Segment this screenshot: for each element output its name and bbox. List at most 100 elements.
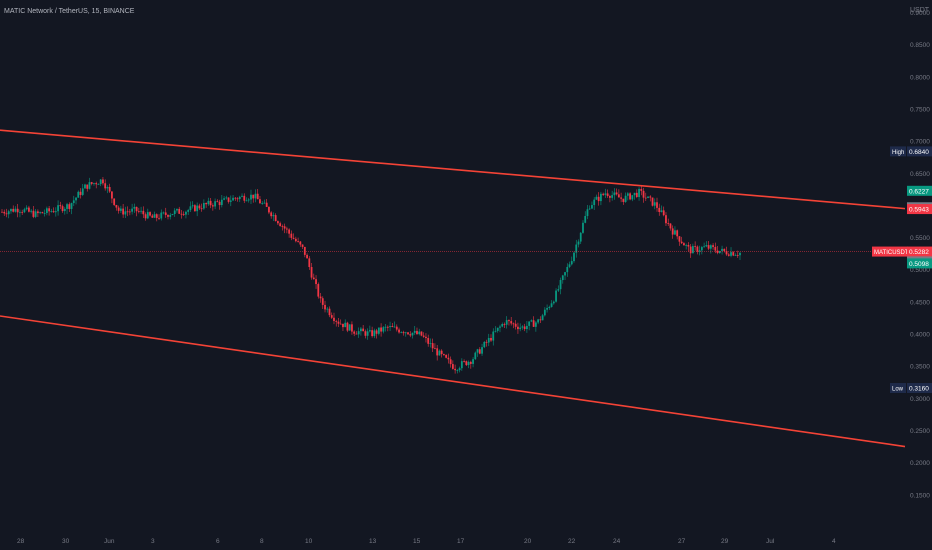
candle-body	[660, 210, 663, 213]
candle-body	[649, 196, 652, 198]
candle-body	[398, 329, 400, 333]
candle-body	[512, 323, 515, 325]
price-axis[interactable]: 0.90000.85000.80000.75000.70000.65000.60…	[910, 10, 930, 499]
x-tick-label: 22	[568, 538, 576, 545]
candle-body	[353, 331, 356, 334]
candle-body	[32, 210, 35, 217]
candle-body	[501, 324, 504, 327]
candle-body	[727, 254, 730, 256]
candle-body	[456, 370, 459, 371]
candle-body	[730, 252, 732, 256]
candle-body	[449, 359, 452, 365]
candle-body	[63, 208, 66, 212]
x-tick-label: 17	[457, 538, 465, 545]
candle-body	[95, 183, 98, 185]
candle-body	[310, 267, 313, 278]
price-badge-value: 0.5098	[909, 261, 929, 268]
time-axis[interactable]: 28 30 Jun 3 6 8 10 13 15 17 20 22 24 27 29 Jul 4	[17, 538, 836, 545]
candle-body	[66, 204, 68, 209]
candle-body	[739, 252, 741, 256]
candle-body	[319, 296, 322, 299]
candle-body	[259, 199, 261, 204]
chart-title: MATIC Network / TetherUS, 15, BINANCE	[4, 8, 135, 15]
candle-body	[131, 208, 134, 212]
candle-body	[429, 343, 432, 344]
candle-body	[510, 321, 513, 324]
candle-body	[43, 212, 46, 214]
candle-body	[402, 332, 405, 334]
candle-body	[297, 241, 299, 242]
candle-body	[384, 326, 387, 328]
high-value-badge	[907, 146, 932, 157]
candle-body	[532, 320, 535, 327]
candle-body	[443, 354, 445, 355]
candle-body	[474, 352, 477, 360]
candle-body	[274, 215, 277, 222]
low-value: 0.3160	[909, 386, 929, 393]
y-tick-label: 0.2500	[910, 428, 930, 435]
candle-body	[651, 197, 654, 206]
candle-body	[382, 327, 385, 332]
candle-body	[126, 211, 129, 213]
candle-body	[247, 199, 250, 201]
candle-body	[265, 202, 268, 207]
candle-body	[445, 354, 448, 358]
x-tick-label: 29	[721, 538, 729, 545]
candle-body	[487, 337, 490, 343]
candle-body	[555, 290, 557, 302]
candle-body	[187, 210, 190, 212]
candle-body	[196, 205, 199, 212]
candle-body	[662, 210, 665, 216]
low-badge	[890, 383, 906, 394]
candle-body	[573, 252, 575, 262]
candle-body	[285, 228, 288, 230]
candle-body	[523, 326, 526, 330]
candle-body	[725, 251, 728, 255]
candle-body	[321, 298, 324, 305]
candle-body	[173, 210, 176, 215]
candle-body	[324, 304, 326, 310]
candle-body	[223, 198, 225, 200]
upper-channel-line	[0, 129, 906, 210]
candle-body	[14, 208, 17, 212]
candle-body	[736, 255, 739, 256]
candle-body	[330, 315, 333, 318]
candle-body	[496, 327, 499, 331]
candle-body	[566, 266, 569, 273]
candle-body	[225, 197, 228, 199]
candle-body	[277, 221, 279, 224]
candle-body	[178, 208, 181, 214]
candle-body	[346, 322, 349, 331]
candle-body	[375, 330, 378, 334]
price-badge	[907, 258, 932, 269]
candle-body	[79, 191, 82, 195]
candle-body	[503, 324, 506, 325]
low-value-badge	[907, 383, 932, 394]
candle-body	[68, 204, 71, 209]
candle-body	[104, 183, 107, 189]
candle-body	[561, 275, 564, 281]
candle-body	[200, 208, 203, 210]
x-tick-label: 6	[216, 538, 220, 545]
candle-body	[315, 279, 317, 285]
candle-body	[140, 210, 142, 212]
x-tick-label: 28	[17, 538, 25, 545]
candle-body	[10, 208, 12, 212]
candle-body	[680, 241, 683, 244]
candle-body	[108, 187, 111, 192]
candle-body	[629, 193, 631, 200]
y-tick-label: 0.1500	[910, 492, 930, 499]
candle-body	[234, 197, 237, 199]
candle-body	[241, 195, 243, 197]
candle-body	[202, 203, 205, 209]
candle-body	[360, 328, 362, 332]
price-badge-value: 0.5282	[909, 249, 929, 256]
candle-body	[537, 319, 540, 323]
price-badges: 0.62270.59710.5943MATICUSDT0.52820.51460…	[872, 146, 932, 394]
y-tick-label: 0.8500	[910, 42, 930, 49]
candle-body	[209, 200, 212, 206]
candle-body	[440, 350, 443, 355]
x-tick-label: 24	[613, 538, 621, 545]
x-tick-label: 3	[151, 538, 155, 545]
